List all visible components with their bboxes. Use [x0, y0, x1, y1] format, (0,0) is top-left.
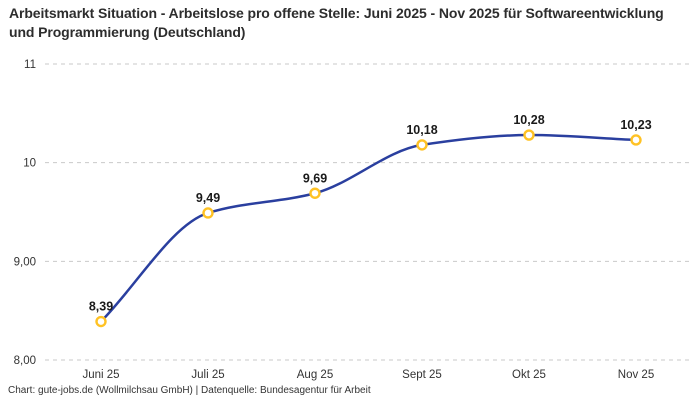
- x-tick-label: Juli 25: [191, 369, 224, 381]
- data-point-marker: [523, 129, 535, 141]
- x-tick-label: Nov 25: [618, 369, 654, 381]
- line-series-path: [99, 133, 638, 323]
- x-tick-label: Okt 25: [512, 369, 546, 381]
- y-tick-label: 10: [23, 158, 36, 170]
- data-point-label: 8,39: [89, 300, 113, 314]
- y-tick-label: 11: [24, 59, 36, 71]
- data-point-label: 10,18: [406, 123, 437, 137]
- chart-footer: Chart: gute-jobs.de (Wollmilchsau GmbH) …: [8, 385, 371, 396]
- data-point-label: 9,49: [196, 191, 220, 205]
- data-point-marker: [95, 315, 107, 328]
- data-point-marker: [202, 207, 214, 219]
- x-tick-label: Aug 25: [297, 369, 333, 381]
- data-point-label: 10,23: [620, 118, 651, 132]
- data-point-label: 9,69: [303, 171, 327, 185]
- data-point-marker: [309, 187, 321, 199]
- y-tick-label: 9,00: [14, 256, 36, 268]
- data-point-marker: [630, 134, 642, 146]
- y-tick-label: 8,00: [14, 355, 36, 367]
- chart-title: Arbeitsmarkt Situation - Arbeitslose pro…: [9, 5, 664, 40]
- x-tick-label: Juni 25: [82, 369, 119, 381]
- data-point-marker: [416, 139, 428, 151]
- x-tick-label: Sept 25: [402, 369, 442, 381]
- data-point-label: 10,28: [513, 113, 544, 127]
